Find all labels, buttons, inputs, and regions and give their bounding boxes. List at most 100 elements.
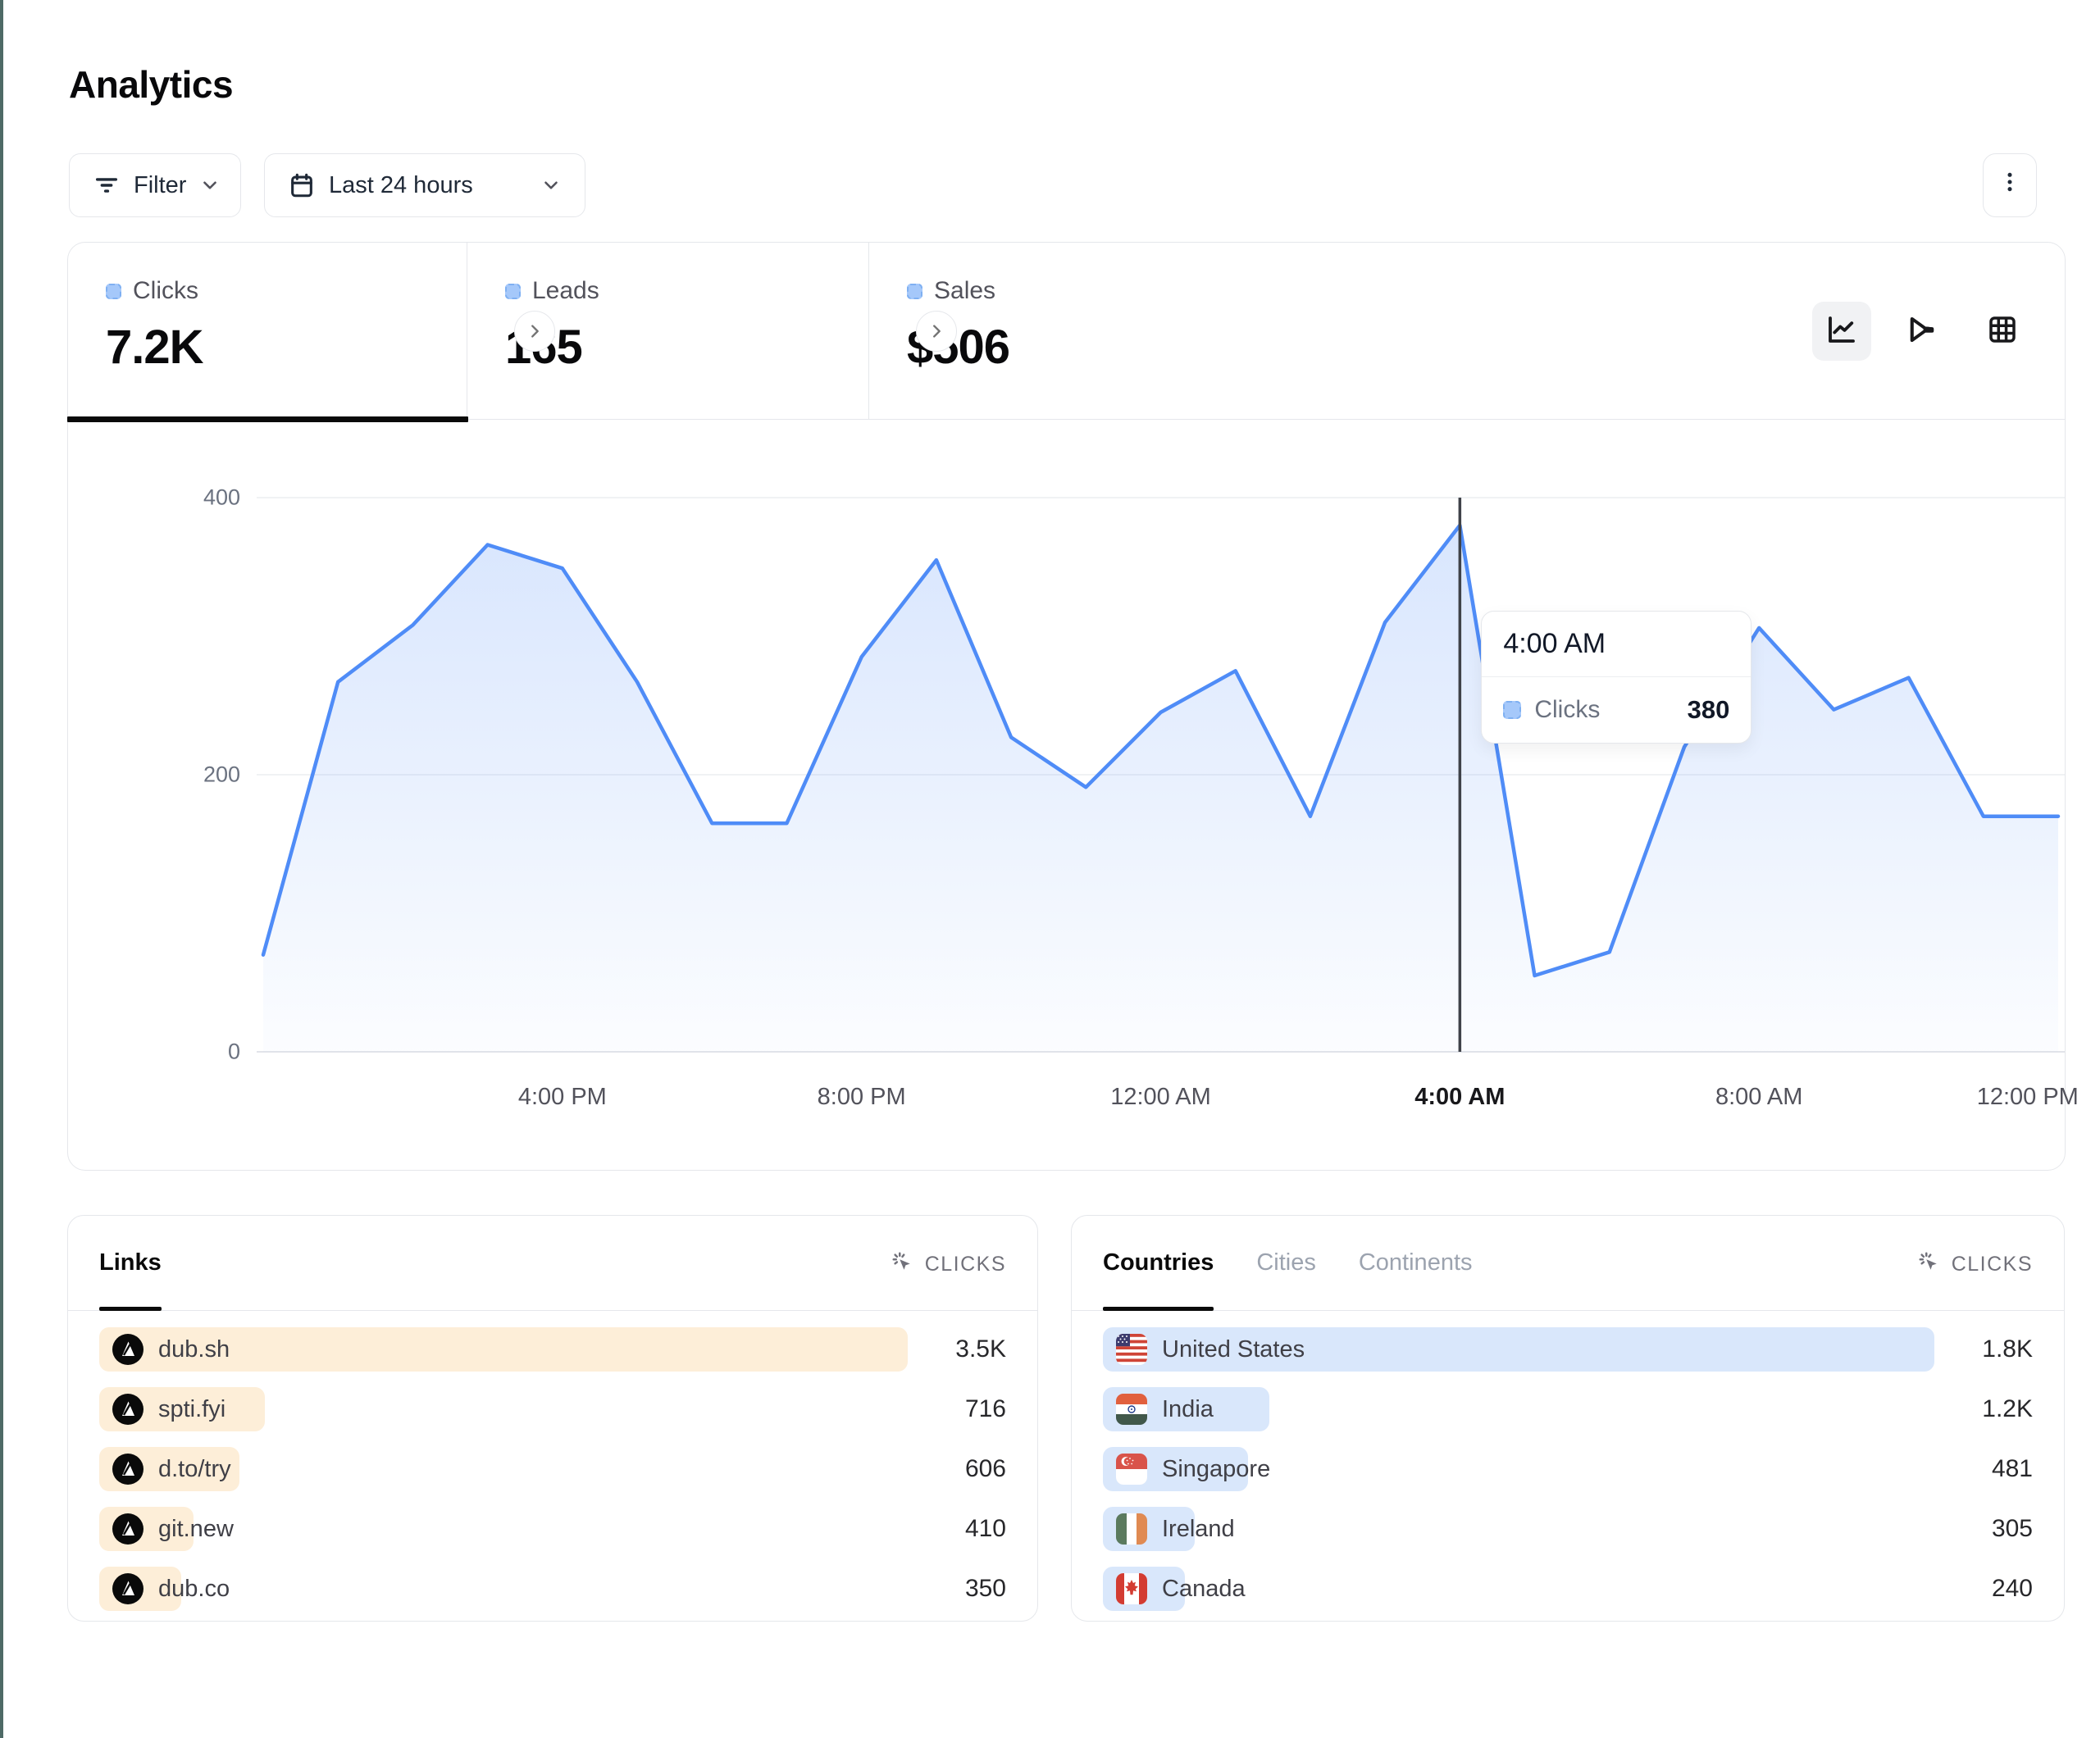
stat-tab-clicks[interactable]: Clicks 7.2K — [67, 243, 468, 422]
x-axis-tick-label: 4:00 PM — [517, 1084, 607, 1110]
more-options-button[interactable] — [1983, 153, 2037, 217]
funnel-chart-icon — [1905, 312, 1939, 351]
ca-flag-icon — [1116, 1573, 1147, 1604]
item-value: 606 — [964, 1455, 1006, 1482]
x-axis-tick-label: 12:00 PM — [1976, 1084, 2079, 1110]
tooltip-series-label: Clicks — [1534, 696, 1601, 723]
dub-favicon-icon — [112, 1513, 143, 1545]
window-edge-strip — [0, 0, 3, 1738]
tab-continents[interactable]: Continents — [1358, 1249, 1473, 1276]
bar-zone: United States — [1103, 1327, 1934, 1372]
list-item[interactable]: United States 1.8K — [1103, 1327, 2033, 1372]
item-value: 3.5K — [955, 1335, 1006, 1363]
line-chart-view-button[interactable] — [1812, 302, 1871, 361]
leads-marker-square-icon — [505, 283, 521, 299]
stat-value: 7.2K — [106, 321, 204, 374]
chevron-down-icon — [199, 175, 221, 196]
dub-favicon-icon — [112, 1394, 143, 1425]
calendar-icon — [288, 171, 316, 199]
countries-panel-header: Countries Cities Continents CLICKS — [1072, 1216, 2064, 1311]
list-item[interactable]: Ireland 305 — [1103, 1507, 2033, 1551]
clicks-area-chart[interactable]: 400 200 0 4:00 PM 8:00 PM 12:00 AM 4:00 … — [68, 420, 2079, 1170]
dub-favicon-icon — [112, 1573, 143, 1604]
countries-metric-header[interactable]: CLICKS — [1917, 1250, 2033, 1310]
tab-links[interactable]: Links — [99, 1216, 162, 1311]
table-grid-icon — [1985, 312, 2020, 351]
item-name: d.to/try — [158, 1455, 231, 1482]
links-panel-header: Links CLICKS — [68, 1216, 1037, 1311]
bar-zone: git.new — [99, 1507, 908, 1551]
tab-countries[interactable]: Countries — [1103, 1216, 1214, 1311]
item-value: 1.8K — [1982, 1335, 2033, 1363]
in-flag-icon — [1116, 1394, 1147, 1425]
metric-label: CLICKS — [1951, 1253, 2033, 1276]
list-item[interactable]: dub.co 350 — [99, 1567, 1006, 1611]
expand-clicks-chevron-button[interactable] — [514, 311, 555, 352]
bar-zone: spti.fyi — [99, 1387, 908, 1431]
analytics-chart-card: Clicks 7.2K Leads 165 Sales $506 — [67, 242, 2079, 1171]
list-item[interactable]: Canada 240 — [1103, 1567, 2033, 1611]
cursor-click-icon — [891, 1250, 915, 1279]
bar-zone: India — [1103, 1387, 1934, 1431]
stats-header: Clicks 7.2K Leads 165 Sales $506 — [67, 243, 2065, 422]
bar-zone: Singapore — [1103, 1447, 1934, 1491]
item-name: Singapore — [1162, 1455, 1271, 1482]
ie-flag-icon — [1116, 1513, 1147, 1545]
list-item[interactable]: Singapore 481 — [1103, 1447, 2033, 1491]
item-name: Canada — [1162, 1575, 1246, 1602]
item-name: dub.co — [158, 1575, 230, 1602]
active-tab-underline — [67, 416, 468, 422]
list-item[interactable]: India 1.2K — [1103, 1387, 2033, 1431]
us-flag-icon — [1116, 1334, 1147, 1365]
item-value: 481 — [1991, 1455, 2033, 1482]
value-bar — [1103, 1327, 1934, 1372]
item-value: 716 — [964, 1395, 1006, 1422]
countries-panel: Countries Cities Continents CLICKS — [1071, 1215, 2065, 1622]
tab-cities[interactable]: Cities — [1256, 1249, 1316, 1276]
links-metric-header[interactable]: CLICKS — [891, 1250, 1006, 1310]
dub-favicon-icon — [112, 1454, 143, 1485]
filter-button[interactable]: Filter — [69, 153, 241, 217]
clicks-marker-square-icon — [106, 283, 121, 299]
list-item[interactable]: spti.fyi 716 — [99, 1387, 1006, 1431]
stat-value: 165 — [505, 320, 868, 375]
date-range-button[interactable]: Last 24 hours — [264, 153, 585, 217]
date-range-label: Last 24 hours — [329, 171, 473, 198]
bar-zone: dub.sh — [99, 1327, 908, 1372]
stat-label: Leads — [532, 277, 599, 304]
metric-label: CLICKS — [924, 1253, 1006, 1276]
area-fill — [263, 525, 2058, 1052]
tooltip-value: 380 — [1687, 695, 1730, 724]
x-axis-tick-label: 8:00 AM — [1715, 1084, 1803, 1110]
table-view-button[interactable] — [1973, 302, 2032, 361]
y-axis-tick-label: 400 — [203, 485, 240, 510]
x-axis-tick-label: 8:00 PM — [817, 1084, 906, 1110]
expand-leads-chevron-button[interactable] — [916, 311, 957, 352]
item-value: 305 — [1991, 1515, 2033, 1542]
dub-favicon-icon — [112, 1334, 143, 1365]
chart-view-toggles — [1812, 302, 2032, 361]
item-name: git.new — [158, 1515, 234, 1542]
item-name: dub.sh — [158, 1335, 230, 1363]
cursor-click-icon — [1917, 1250, 1942, 1279]
clicks-line-series — [261, 523, 2061, 978]
list-item[interactable]: d.to/try 606 — [99, 1447, 1006, 1491]
item-value: 240 — [1991, 1575, 2033, 1602]
bar-zone: Canada — [1103, 1567, 1934, 1611]
list-item[interactable]: git.new 410 — [99, 1507, 1006, 1551]
tooltip-time: 4:00 AM — [1482, 612, 1752, 677]
chart-tooltip: 4:00 AM Clicks 380 — [1481, 611, 1752, 744]
bar-zone: Ireland — [1103, 1507, 1934, 1551]
stat-label: Sales — [934, 277, 996, 304]
funnel-chart-view-button[interactable] — [1893, 302, 1952, 361]
line-chart-icon — [1824, 312, 1859, 351]
item-name: United States — [1162, 1335, 1305, 1363]
kebab-menu-icon — [1997, 169, 2023, 202]
list-item[interactable]: dub.sh 3.5K — [99, 1327, 1006, 1372]
sg-flag-icon — [1116, 1454, 1147, 1485]
area-chart-plot — [257, 497, 2065, 1053]
item-name: Ireland — [1162, 1515, 1235, 1542]
x-axis-tick-label: 12:00 AM — [1110, 1084, 1211, 1110]
item-value: 410 — [964, 1515, 1006, 1542]
